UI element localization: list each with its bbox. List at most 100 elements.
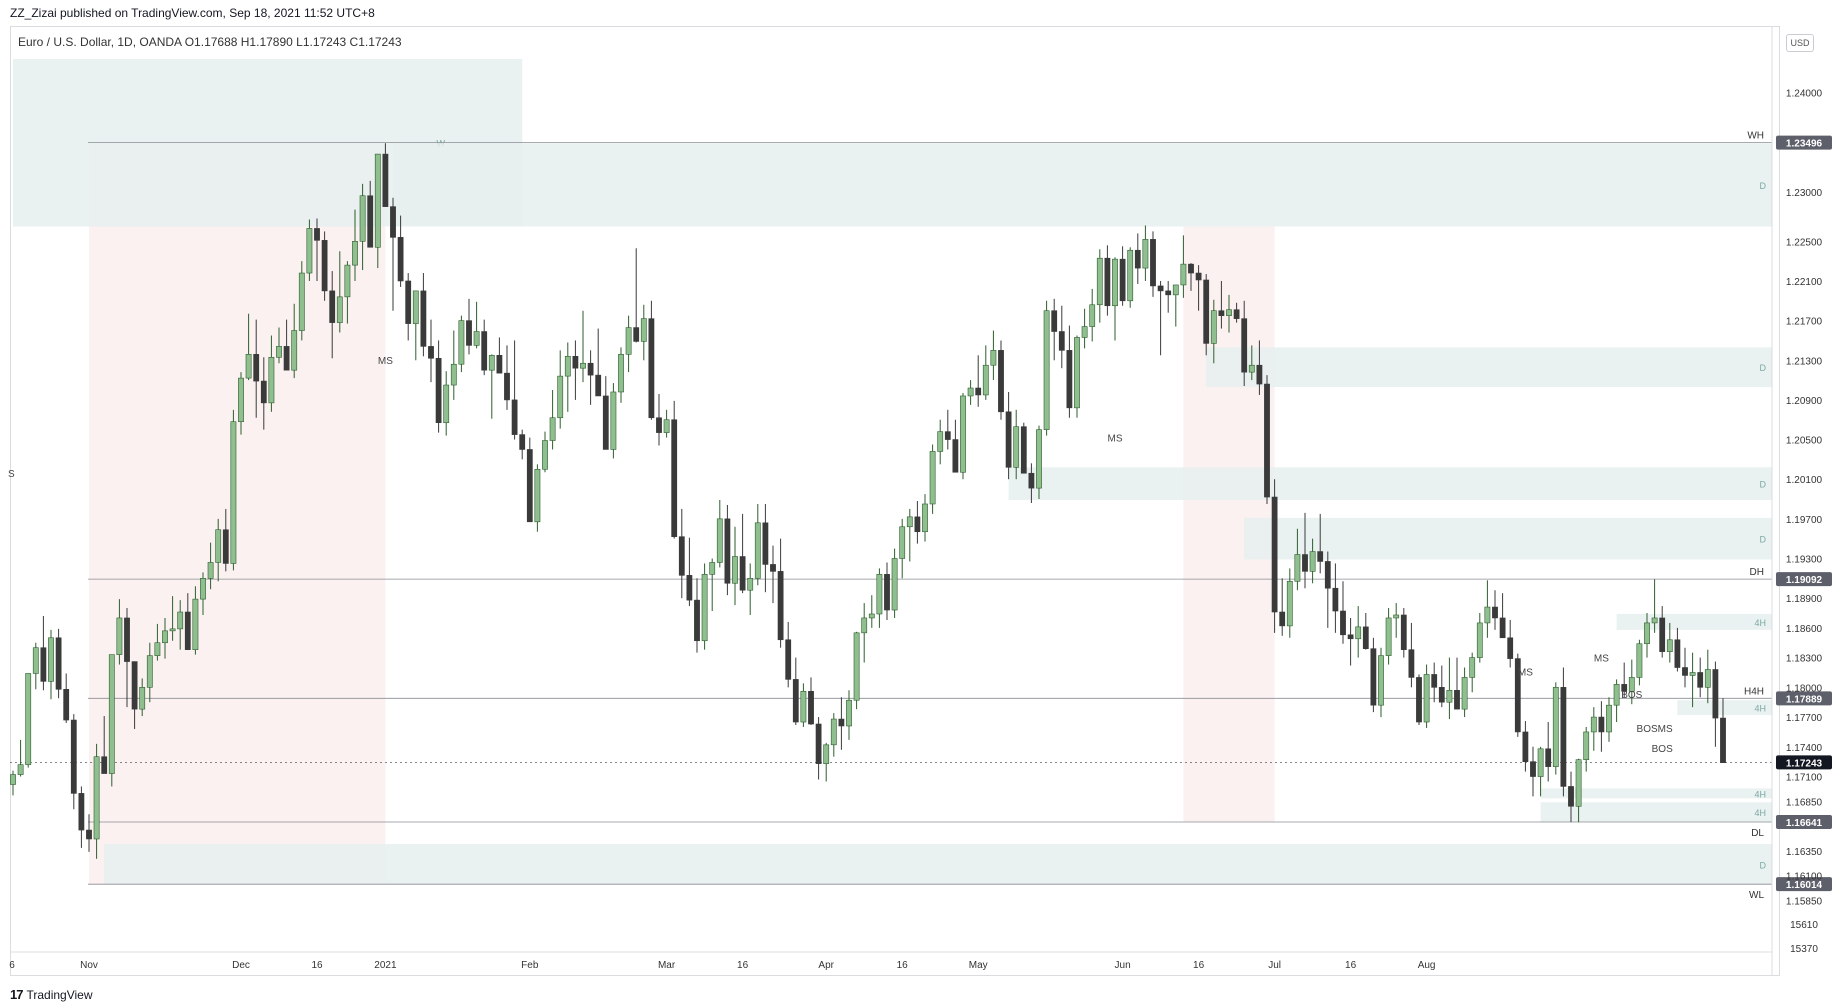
candle — [260, 357, 267, 430]
candle-body — [1720, 717, 1726, 763]
candle-body — [1324, 561, 1331, 589]
candle-body — [1697, 672, 1704, 688]
candle-body — [511, 399, 518, 435]
candle — [1362, 613, 1369, 650]
candle-body — [1492, 606, 1498, 619]
candle — [253, 319, 260, 418]
candle-body — [1058, 331, 1065, 351]
candle — [1089, 288, 1096, 342]
candle — [1264, 375, 1270, 504]
y-tick-label: 1.22500 — [1786, 237, 1823, 248]
candle — [458, 315, 465, 373]
candle — [390, 197, 396, 311]
candle — [93, 743, 100, 859]
candle-body — [823, 744, 830, 764]
candle-body — [663, 419, 670, 433]
brand-label: TradingView — [26, 987, 93, 1002]
candle — [1058, 305, 1065, 369]
candle-body — [1294, 554, 1301, 582]
price-badge — [1776, 572, 1832, 587]
currency-button[interactable]: USD — [1786, 34, 1814, 52]
candle — [1112, 257, 1118, 341]
candle-body — [48, 637, 54, 682]
candle — [488, 354, 495, 419]
candle — [207, 542, 214, 590]
candle-body — [1340, 610, 1346, 636]
candle-body — [838, 718, 845, 727]
candle — [146, 642, 153, 703]
candle-body — [291, 330, 298, 371]
levels-layer: WH 1.23496 DH 1.19092 H4H 1.17889 1.17243 DL 1.1… — [10, 131, 1832, 901]
structure-label: BOS — [1621, 690, 1642, 701]
candle-body — [1005, 411, 1012, 468]
candle — [504, 345, 510, 410]
candle-body — [215, 529, 222, 563]
candle — [25, 673, 32, 768]
candle-body — [1028, 472, 1035, 489]
candle-body — [1286, 580, 1293, 627]
candle-body — [458, 320, 465, 365]
zone-label: 4H — [1754, 704, 1766, 714]
candle-body — [1355, 626, 1362, 640]
level-name: DH — [1750, 567, 1764, 578]
candle-body — [1013, 426, 1020, 468]
candle-body — [1210, 310, 1217, 344]
candle — [1659, 606, 1666, 658]
candle — [230, 409, 237, 571]
zone-label: D — [1760, 181, 1767, 191]
candle-body — [344, 264, 351, 298]
candle-body — [63, 689, 70, 721]
y-tick-label: 1.22100 — [1786, 277, 1823, 288]
candle — [1674, 627, 1681, 672]
candle-body — [846, 699, 852, 727]
candle — [283, 319, 290, 371]
tradingview-brand[interactable]: 17 TradingView — [10, 987, 93, 1002]
candle-body — [131, 661, 138, 710]
candle — [1241, 300, 1248, 387]
candle-body — [1180, 263, 1187, 286]
y-tick-label: 1.15850 — [1786, 896, 1823, 907]
candle — [1324, 551, 1331, 628]
candle — [1484, 580, 1491, 638]
y-tick-label: 1.16850 — [1786, 797, 1823, 808]
symbol-legend[interactable]: Euro / U.S. Dollar, 1D, OANDA O1.17688 H… — [18, 35, 402, 49]
candle-body — [1248, 364, 1255, 373]
candle — [838, 697, 845, 750]
candle-body — [488, 355, 495, 371]
candle — [1469, 652, 1476, 693]
candle-body — [1606, 704, 1612, 733]
price-badge-label: 1.16014 — [1786, 880, 1823, 891]
candle-body — [1613, 684, 1620, 706]
candle-body — [329, 290, 336, 323]
candle-body — [975, 387, 982, 396]
structure-label: BOSMS — [1637, 724, 1673, 735]
x-tick-label: Mar — [658, 960, 676, 971]
candle — [785, 621, 792, 688]
candle — [200, 572, 206, 615]
price-badge-label: 1.23496 — [1786, 139, 1823, 150]
candle — [960, 392, 966, 480]
candle — [587, 350, 594, 405]
candle — [861, 603, 868, 663]
candle-body — [1712, 669, 1719, 719]
candle — [1438, 665, 1445, 708]
candle-body — [1484, 606, 1491, 624]
candle — [648, 300, 655, 420]
candle-body — [405, 280, 412, 324]
zone-3 — [1008, 467, 1772, 501]
zone-label: 4H — [1754, 808, 1766, 818]
candle — [1598, 701, 1605, 752]
candle-body — [1127, 249, 1134, 302]
candle-body — [785, 639, 792, 680]
candle — [1355, 606, 1362, 658]
candle — [1697, 657, 1704, 698]
candle-body — [754, 522, 761, 579]
candle-body — [412, 290, 419, 324]
candle-body — [853, 632, 860, 701]
candle — [1134, 233, 1141, 284]
candle — [1583, 726, 1590, 772]
candle-body — [200, 578, 206, 600]
y-tick-label: 1.17100 — [1786, 773, 1823, 784]
candle-body — [40, 647, 47, 682]
